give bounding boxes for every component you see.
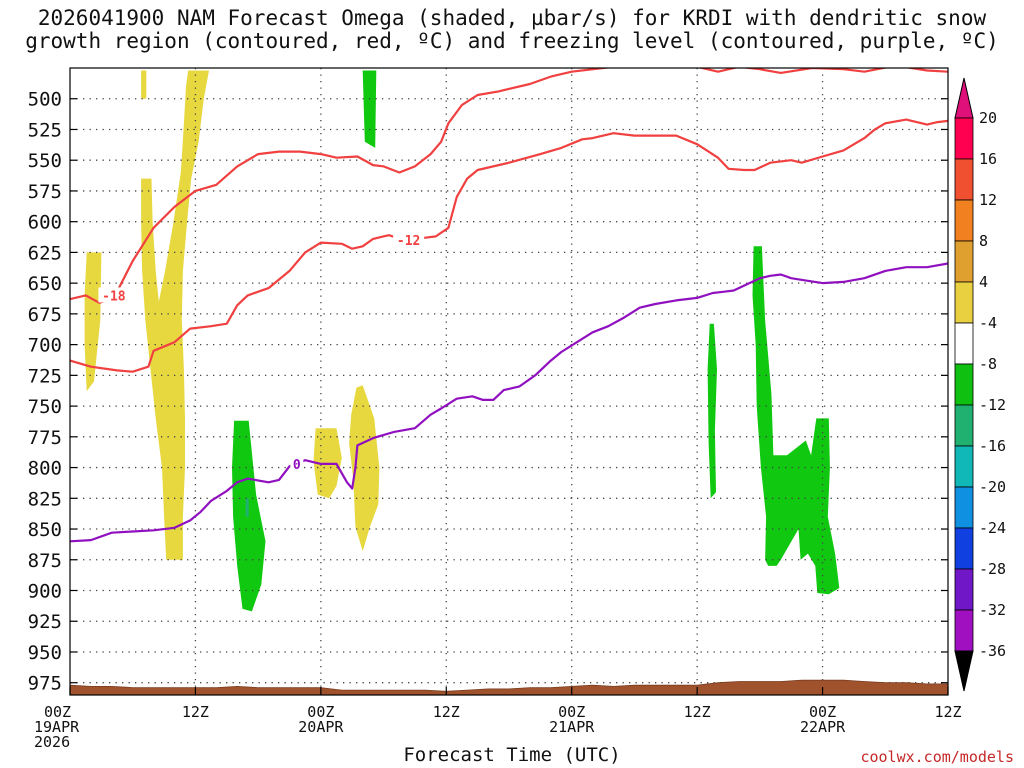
x-tick-label-48-0: 00Z — [558, 703, 585, 721]
x-tick-label-72-0: 00Z — [809, 703, 836, 721]
colorbar-label-1: 16 — [979, 150, 997, 168]
y-tick-label-750: 750 — [28, 396, 62, 418]
colorbar-label-13: -36 — [979, 642, 1006, 660]
y-tick-label-600: 600 — [28, 212, 62, 234]
colorbar-label-8: -16 — [979, 437, 1006, 455]
x-tick-label-0-0: 00Z — [44, 703, 71, 721]
colorbar-swatch-10 — [954, 527, 974, 570]
contour-label-bg-2 — [290, 455, 304, 471]
y-tick-label-725: 725 — [28, 365, 62, 387]
gridlines — [70, 68, 948, 695]
colorbar-label-0: 20 — [979, 109, 997, 127]
x-tick-label-12-0: 12Z — [182, 703, 209, 721]
colorbar-bottom-arrow — [954, 650, 974, 692]
omega-region-5 — [232, 420, 266, 612]
x-axis-label: Forecast Time (UTC) — [403, 744, 621, 766]
colorbar-label-3: 8 — [979, 232, 988, 250]
x-tick-label-48-1: 21APR — [549, 718, 595, 736]
y-tick-label-900: 900 — [28, 581, 62, 603]
colorbar-swatch-9 — [954, 486, 974, 529]
y-tick-label-850: 850 — [28, 519, 62, 541]
colorbar-swatch-6 — [954, 363, 974, 406]
y-tick-label-550: 550 — [28, 150, 62, 172]
contour-line-0 — [70, 68, 948, 304]
axes: 500 525 550 575 600 625 650 675 700 725 750 775 800 8… — [28, 67, 962, 751]
y-tick-label-525: 525 — [28, 119, 62, 141]
colorbar-top-arrow — [954, 77, 974, 119]
contour-label-0: -18 — [102, 289, 126, 304]
colorbar-label-11: -28 — [979, 560, 1006, 578]
x-tick-label-24-0: 00Z — [307, 703, 334, 721]
colorbar-swatch-2 — [954, 199, 974, 242]
omega-region-7 — [707, 323, 717, 499]
chart-subtitle: growth region (contoured, red, ºC) and f… — [25, 29, 999, 53]
x-tick-label-24-1: 20APR — [298, 718, 344, 736]
y-tick-label-800: 800 — [28, 458, 62, 480]
omega-region-0 — [141, 70, 147, 99]
contour-line-1 — [70, 118, 948, 373]
y-tick-label-500: 500 — [28, 89, 62, 111]
x-tick-label-0-1: 19APR — [34, 718, 80, 736]
omega-region-4 — [349, 385, 380, 552]
y-tick-label-675: 675 — [28, 304, 62, 326]
contour-label-2: 0 — [293, 458, 301, 473]
colorbar-label-12: -32 — [979, 601, 1006, 619]
colorbar-swatch-1 — [954, 158, 974, 201]
colorbar-label-9: -20 — [979, 478, 1006, 496]
y-tick-label-775: 775 — [28, 427, 62, 449]
colorbar-swatch-11 — [954, 568, 974, 611]
colorbar-label-2: 12 — [979, 191, 997, 209]
colorbar-swatch-12 — [954, 609, 974, 652]
credit-text: coolwx.com/models — [860, 748, 1014, 766]
x-tick-label-0-2: 2026 — [34, 733, 70, 751]
colorbar-label-4: 4 — [979, 273, 988, 291]
y-tick-label-925: 925 — [28, 611, 62, 633]
terrain-layer — [69, 679, 949, 696]
x-tick-label-36-0: 12Z — [433, 703, 460, 721]
y-tick-label-650: 650 — [28, 273, 62, 295]
colorbar-label-10: -24 — [979, 519, 1006, 537]
plot-frame — [69, 67, 949, 696]
omega-region-6 — [362, 70, 377, 148]
colorbar: 20 16 12 8 4 -4 -8 -12 -16 -20 -24 -28 -32 -36 — [954, 77, 1006, 692]
x-tick-label-60-0: 12Z — [684, 703, 711, 721]
terrain — [69, 679, 949, 696]
omega-shading — [84, 70, 840, 612]
y-tick-label-575: 575 — [28, 181, 62, 203]
y-tick-label-975: 975 — [28, 673, 62, 695]
y-tick-label-875: 875 — [28, 550, 62, 572]
contour-line-2 — [70, 262, 948, 543]
omega-region-8 — [752, 246, 840, 595]
contour-label-bg-1 — [393, 232, 425, 248]
colorbar-swatch-0 — [954, 117, 974, 160]
colorbar-swatch-7 — [954, 404, 974, 447]
contour-label-1: -12 — [397, 234, 420, 249]
x-tick-label-84-0: 12Z — [934, 703, 961, 721]
colorbar-swatch-8 — [954, 445, 974, 488]
colorbar-label-6: -8 — [979, 355, 997, 373]
colorbar-label-7: -12 — [979, 396, 1006, 414]
colorbar-label-5: -4 — [979, 314, 997, 332]
omega-region-2 — [84, 252, 102, 392]
omega-region-1 — [141, 70, 209, 560]
colorbar-swatch-4 — [954, 281, 974, 324]
colorbar-swatch-5 — [954, 322, 974, 365]
contours: -18 -12 0 — [70, 68, 948, 543]
colorbar-swatch-3 — [954, 240, 974, 283]
omega-region-9 — [245, 498, 249, 517]
chart-title: 2026041900 NAM Forecast Omega (shaded, µ… — [37, 6, 987, 30]
contour-label-bg-0 — [98, 287, 130, 303]
y-tick-label-825: 825 — [28, 488, 62, 510]
y-tick-label-625: 625 — [28, 242, 62, 264]
x-tick-label-72-1: 22APR — [800, 718, 846, 736]
y-tick-label-950: 950 — [28, 642, 62, 664]
y-tick-label-700: 700 — [28, 335, 62, 357]
